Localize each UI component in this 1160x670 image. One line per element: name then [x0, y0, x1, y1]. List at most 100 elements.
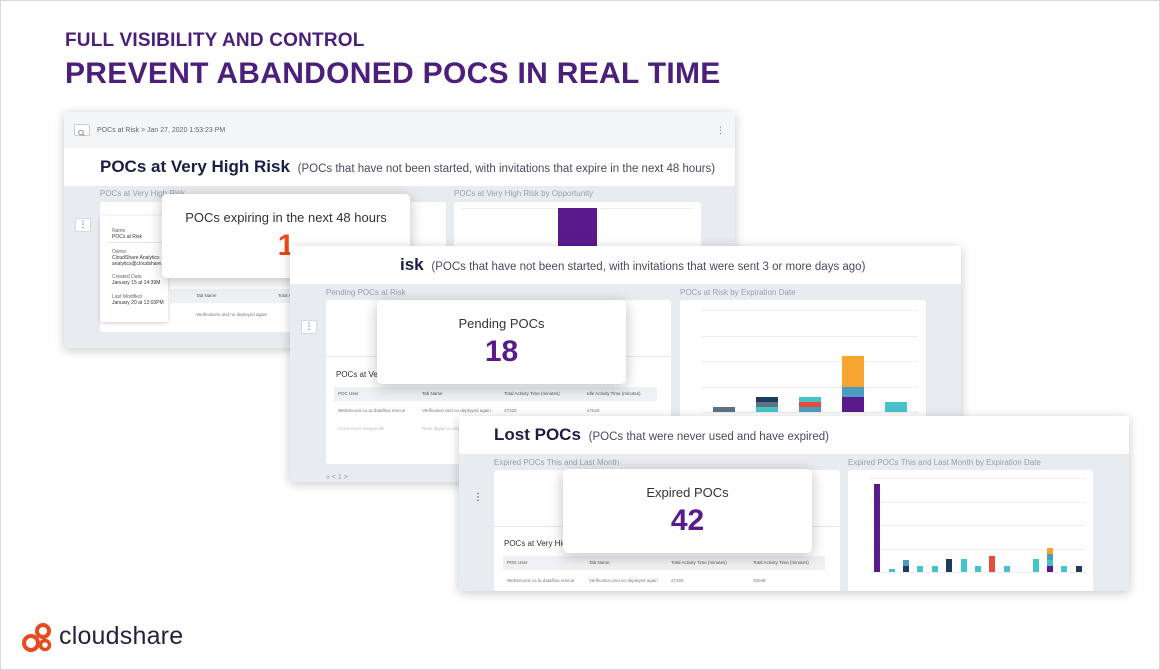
chart-bar[interactable] — [885, 402, 907, 412]
chart-bar[interactable] — [961, 559, 967, 572]
cloudshare-logo-icon — [22, 623, 52, 652]
headline: PREVENT ABANDONED POCS IN REAL TIME — [65, 57, 721, 90]
panel2-title-text: isk — [400, 255, 424, 274]
chart-gridline — [702, 412, 918, 413]
chart-bar[interactable] — [1076, 566, 1082, 572]
td-tab: Verifications and no deployed again — [196, 312, 268, 317]
panel1-left-label: POCs at Very High Risk — [100, 189, 185, 198]
panel2-options-button[interactable]: ⋮ — [301, 320, 317, 334]
p2-r1c3: 27325 — [504, 408, 517, 413]
p2-th2: Tab Name — [422, 391, 443, 396]
chart-bar[interactable] — [989, 556, 995, 572]
chart-bar[interactable] — [1061, 566, 1067, 572]
info-created-label: Created Date — [112, 274, 142, 280]
chart-bar[interactable] — [756, 397, 778, 402]
chart-bar[interactable] — [799, 402, 821, 407]
p2-r2c2: Rose digital no deployed again — [422, 426, 484, 431]
panel1-title: POCs at Very High Risk (POCs that have n… — [100, 157, 715, 177]
chart-bar[interactable] — [1047, 566, 1053, 572]
panel1-options-button[interactable]: ⋮ — [75, 218, 91, 232]
panel3-options-button[interactable]: ⋮ — [473, 492, 483, 503]
panel1-toolbar: POCs at Risk > Jan 27, 2020 1:53:23 PM ⋮ — [64, 112, 735, 148]
kpi1-label: POCs expiring in the next 48 hours — [185, 210, 387, 225]
chart-bar[interactable] — [842, 356, 864, 387]
chart-gridline — [870, 525, 1086, 526]
kpi3-label: Expired POCs — [646, 485, 729, 500]
chart-bar[interactable] — [1047, 548, 1053, 554]
info-name-label: Name — [112, 228, 126, 234]
p2-r1c2: Verification and no deployed again — [422, 408, 491, 413]
chart-bar[interactable] — [713, 407, 735, 412]
info-divider — [108, 242, 164, 243]
p3-r1c2: Verification and no deployed again — [589, 578, 658, 583]
chart-gridline — [702, 361, 918, 362]
p2-r2c1: Cross.more.Integral.life — [338, 426, 385, 431]
panel3-header: Lost POCs (POCs that were never used and… — [459, 416, 1129, 454]
chart-bar[interactable] — [889, 569, 895, 572]
p3-r1c4: 20049 — [753, 578, 766, 583]
breadcrumb: POCs at Risk > Jan 27, 2020 1:53:23 PM — [97, 127, 226, 134]
info-created-value: January 15 at 14:39M — [112, 280, 161, 286]
brand-name: cloudshare — [59, 622, 184, 650]
chart-bar[interactable] — [903, 560, 909, 566]
info-owner-value: CloudShare Analytics — [112, 255, 160, 261]
search-icon[interactable] — [74, 124, 90, 137]
panel3-title: Lost POCs (POCs that were never used and… — [494, 425, 829, 445]
chart-bar[interactable] — [975, 566, 981, 572]
chart-bar[interactable] — [932, 566, 938, 572]
chart-bar[interactable] — [842, 397, 864, 412]
info-owner-email: analytics@cloudshare.com — [112, 261, 172, 267]
panel2-pager[interactable]: « < 1 > — [326, 474, 348, 481]
panel3-chart-card — [848, 470, 1093, 591]
chart-bar[interactable] — [842, 387, 864, 397]
panel3-subtitle: (POCs that were never used and have expi… — [588, 431, 829, 443]
panel1-info-card: Name POCs at Risk Owner CloudShare Analy… — [100, 216, 172, 322]
chart-bar[interactable] — [799, 397, 821, 402]
chart-bar[interactable] — [917, 566, 923, 572]
chart-bar[interactable] — [756, 402, 778, 407]
p3-th1: POC User — [507, 560, 528, 565]
panel2-right-label: POCs at Risk by Expiration Date — [680, 288, 796, 297]
panel2-left-label: Pending POCs at Risk — [326, 288, 406, 297]
panel3-title-text: Lost POCs — [494, 425, 581, 444]
p2-r1c4: 27526 — [587, 408, 600, 413]
chart-expired-by-date — [870, 478, 1086, 573]
panel3-right-label: Expired POCs This and Last Month by Expi… — [848, 458, 1041, 467]
panel3-left-label: Expired POCs This and Last Month — [494, 458, 620, 467]
chart-bar[interactable] — [903, 566, 909, 572]
chart-bar[interactable] — [1047, 554, 1053, 560]
chart-bar[interactable] — [1004, 566, 1010, 572]
info-owner-label: Owner — [112, 249, 127, 255]
kpi3-value: 42 — [670, 504, 705, 537]
p3-th4: Total Activity Time (minutes) — [753, 560, 809, 565]
panel2-title: isk (POCs that have not been started, wi… — [400, 255, 865, 275]
panel3-table-head: POC User Tab Name Total Activity Time (m… — [503, 556, 825, 570]
kpi2-label: Pending POCs — [458, 316, 545, 331]
kpi2-value: 18 — [484, 335, 519, 368]
p3-r1c1: WebSecure.co.to.dataflow rescue — [507, 578, 575, 583]
chart-bar[interactable] — [1047, 560, 1053, 566]
chart-gridline — [702, 336, 918, 337]
panel3-list-title: POCs at Very High — [504, 539, 572, 548]
p3-th3: Total Activity Time (minutes) — [671, 560, 727, 565]
chart-bar[interactable] — [756, 407, 778, 412]
chart-bar[interactable] — [874, 484, 880, 572]
panel1-title-text: POCs at Very High Risk — [100, 157, 290, 176]
p2-r1c1: WebSecure.co.to.dataflow rescue — [338, 408, 406, 413]
th-act: Total Ac — [278, 293, 294, 298]
chart-gridline — [870, 478, 1086, 479]
chart-bar[interactable] — [946, 559, 952, 572]
th-tab: Tab Name — [196, 293, 217, 298]
p2-th1: POC User — [338, 391, 359, 396]
cloudshare-logo: cloudshare — [21, 621, 183, 660]
chart-bar[interactable] — [1033, 559, 1039, 572]
kpi-pending: Pending POCs 18 — [377, 300, 626, 384]
panel1-header: POCs at Very High Risk (POCs that have n… — [64, 148, 735, 186]
chart-gridline — [870, 502, 1086, 503]
p2-th3: Total Activity Time (minutes) — [504, 391, 560, 396]
more-menu-icon[interactable]: ⋮ — [716, 125, 725, 135]
chart-bar[interactable] — [799, 407, 821, 412]
kicker: FULL VISIBILITY AND CONTROL — [65, 30, 365, 51]
chart-gridline — [702, 387, 918, 388]
